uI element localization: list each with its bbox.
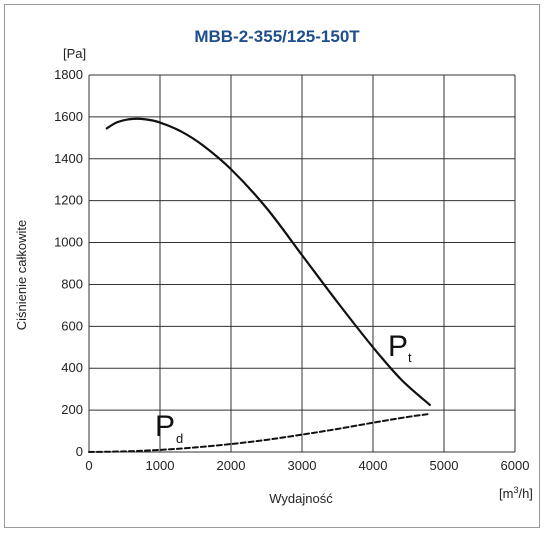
- y-axis-unit: [Pa]: [63, 46, 86, 61]
- series-line-pd: [88, 412, 431, 453]
- y-axis-label: Ciśnienie całkowite: [14, 220, 29, 331]
- y-tick-label-0: 0: [76, 444, 83, 459]
- y-tick-label-3: 600: [61, 318, 83, 333]
- x-tick-label-6: 6000: [501, 458, 530, 473]
- y-tick-label-2: 400: [61, 360, 83, 375]
- y-tick-label-8: 1600: [54, 109, 83, 124]
- x-tick-labels: 0 1000 2000 3000 4000 5000 6000: [85, 458, 529, 473]
- curve-label-pd-sub: d: [176, 431, 183, 446]
- y-tick-label-6: 1200: [54, 193, 83, 208]
- chart-frame: 0 1000 2000 3000 4000 5000 6000 0 200 400 600 800 1…: [4, 4, 540, 528]
- curve-label-pt: P t: [388, 330, 412, 365]
- curve-label-pd-letter: P: [155, 410, 175, 443]
- x-tick-label-0: 0: [85, 458, 92, 473]
- x-tick-label-4: 4000: [359, 458, 388, 473]
- x-unit-suffix: /h]: [518, 486, 532, 501]
- y-tick-label-9: 1800: [54, 67, 83, 82]
- pressure-curve-chart: 0 1000 2000 3000 4000 5000 6000 0 200 400 600 800 1…: [14, 27, 533, 506]
- x-axis-unit: [m3/h]: [499, 485, 533, 501]
- x-unit-prefix: [m: [499, 486, 513, 501]
- x-tick-label-5: 5000: [430, 458, 459, 473]
- y-tick-label-4: 800: [61, 276, 83, 291]
- chart-title: MBB-2-355/125-150T: [194, 27, 360, 46]
- x-tick-label-1: 1000: [146, 458, 175, 473]
- y-tick-label-1: 200: [61, 402, 83, 417]
- y-tick-labels: 0 200 400 600 800 1000 1200 1400 1600 1800: [54, 67, 83, 459]
- curve-label-pd: P d: [155, 410, 183, 446]
- x-unit-sup: 3: [513, 485, 518, 495]
- grid: [88, 74, 516, 453]
- x-axis-label: Wydajność: [269, 491, 333, 506]
- curve-label-pt-letter: P: [388, 330, 408, 363]
- series-line-pt: [105, 117, 431, 406]
- y-tick-label-7: 1400: [54, 151, 83, 166]
- x-tick-label-2: 2000: [217, 458, 246, 473]
- y-tick-label-5: 1000: [54, 235, 83, 250]
- curve-label-pt-sub: t: [408, 350, 412, 365]
- x-tick-label-3: 3000: [288, 458, 317, 473]
- series-layer: [88, 117, 431, 453]
